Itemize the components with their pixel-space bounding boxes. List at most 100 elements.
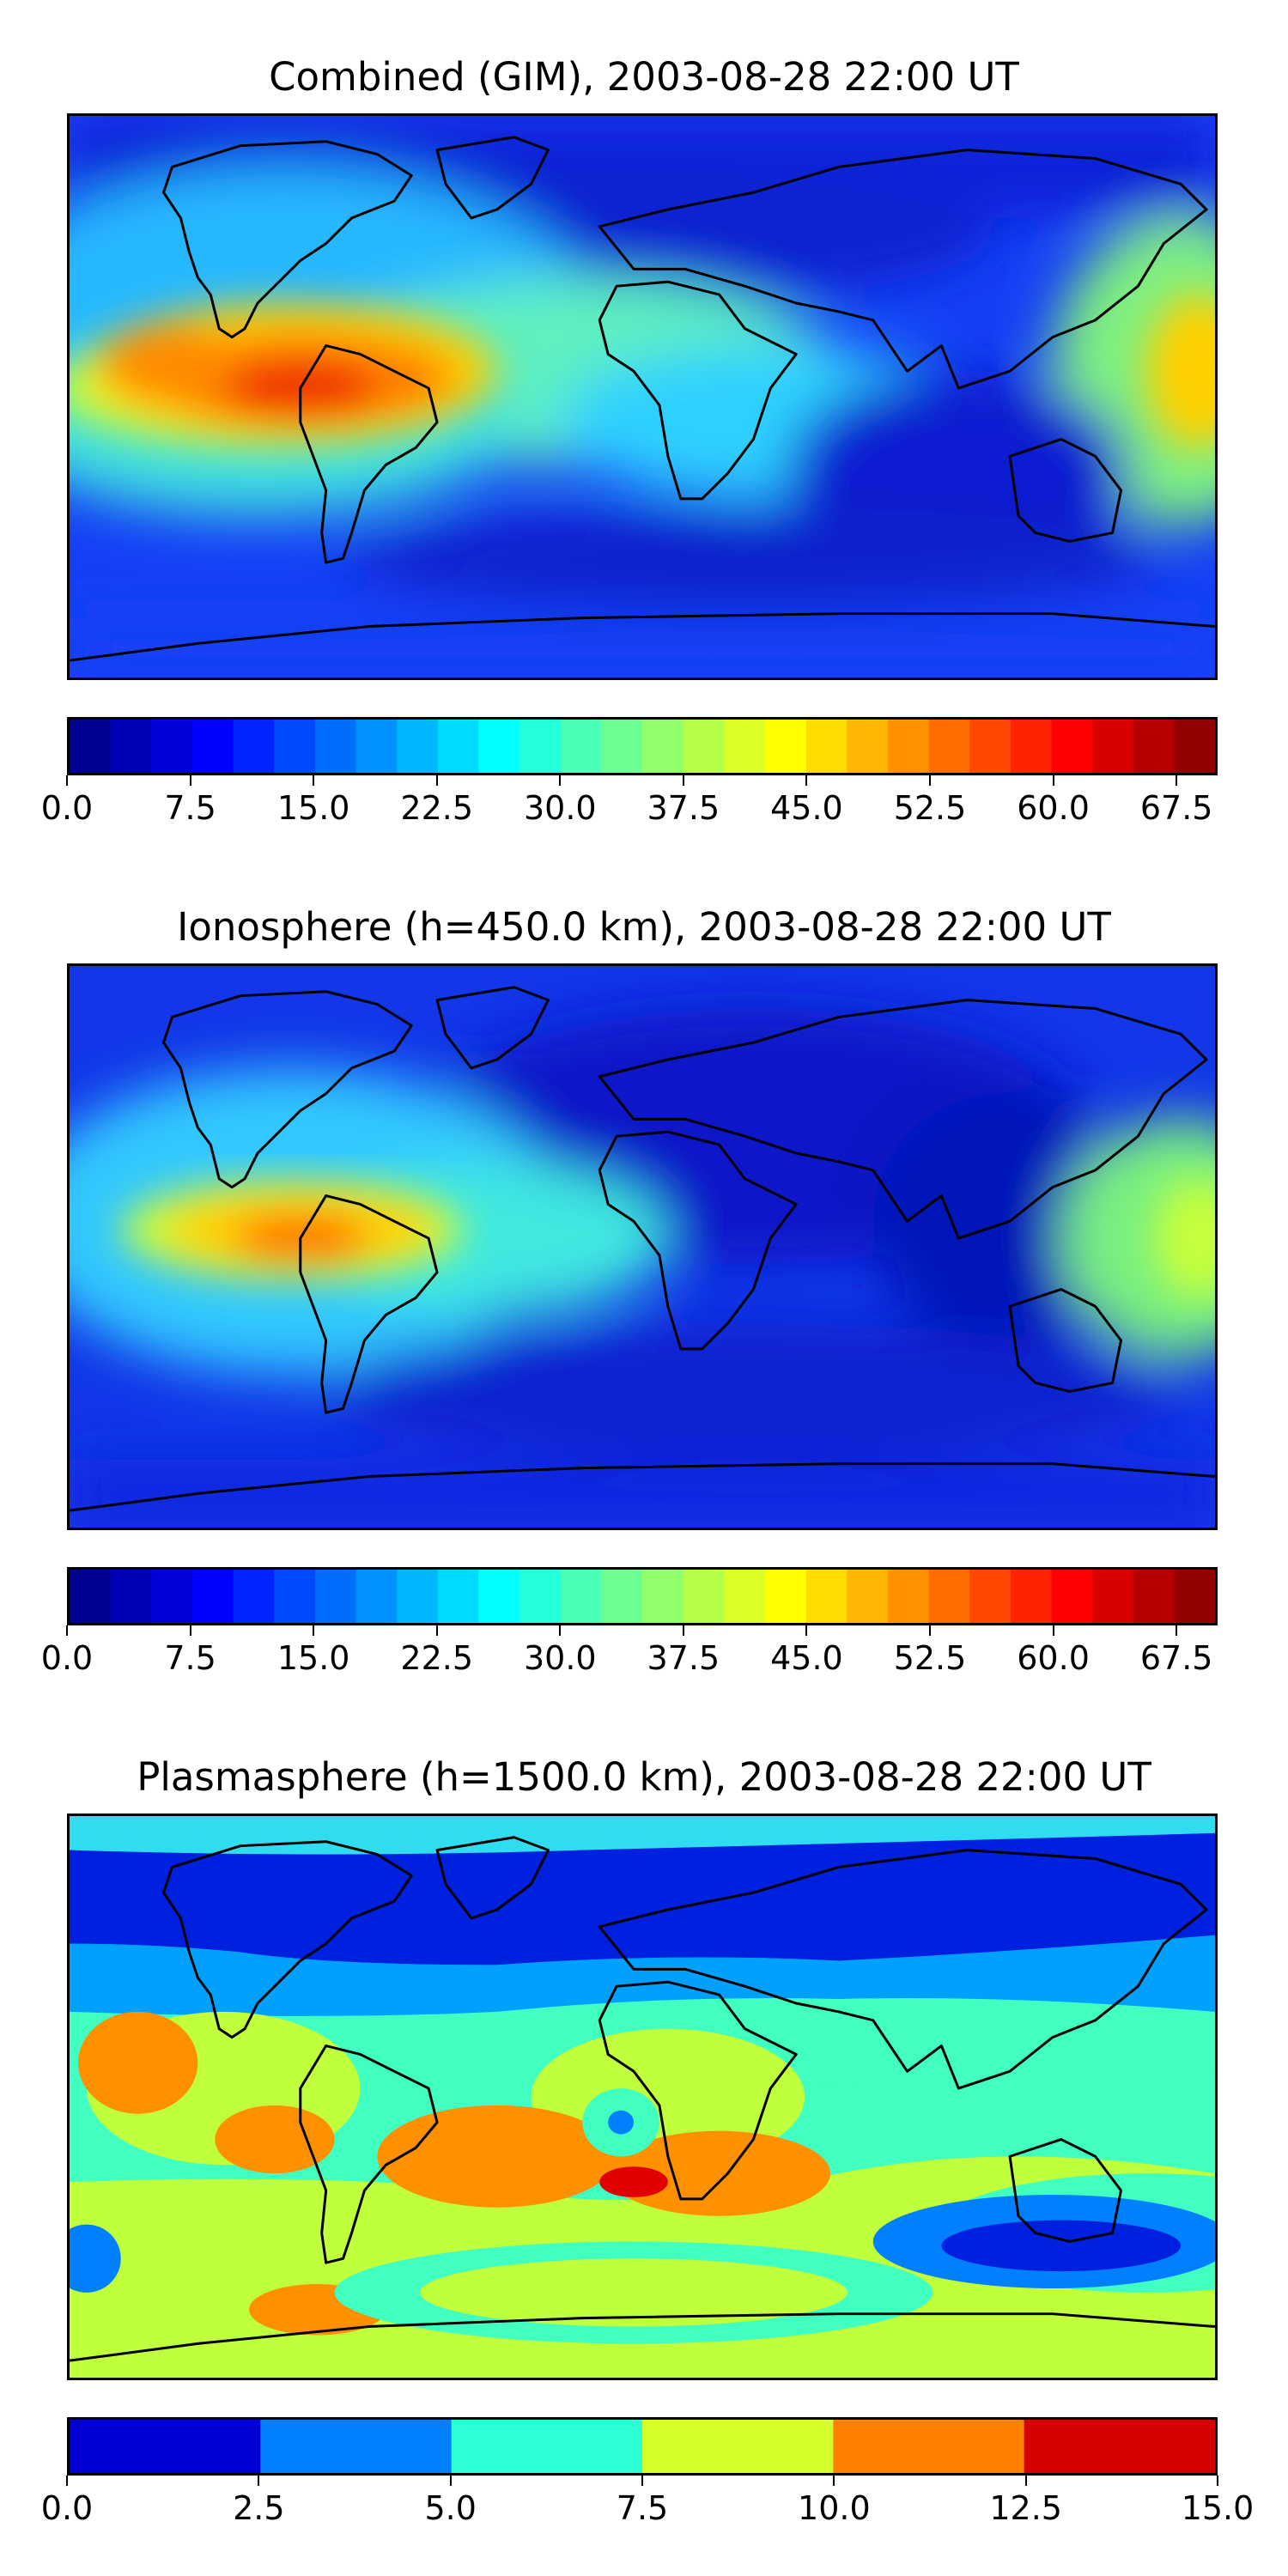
colorbar-swatch bbox=[847, 1570, 889, 1623]
field-blob bbox=[1060, 1119, 1215, 1358]
colorbar-tick-label: 30.0 bbox=[523, 1639, 597, 1677]
colorbar-swatch bbox=[355, 720, 398, 773]
coastlines bbox=[70, 136, 1215, 662]
contour-blob bbox=[599, 2166, 668, 2197]
colorbar-ticks: 0.0 2.5 5.0 7.5 10.0 12.5 15.0 bbox=[41, 2476, 1254, 2527]
panel-plasmasphere: Plasmasphere (h=1500.0 km), 2003-08-28 2… bbox=[0, 1700, 1288, 2567]
colorbar-tick-label: 22.5 bbox=[400, 1639, 474, 1677]
colorbar bbox=[67, 717, 1218, 775]
colorbar-tick bbox=[258, 2476, 260, 2486]
panel-combined: Combined (GIM), 2003-08-28 22:00 UT bbox=[0, 0, 1288, 859]
colorbar-swatch bbox=[683, 1570, 726, 1623]
colorbar-swatch bbox=[833, 2420, 1025, 2473]
colorbar-swatch bbox=[560, 1570, 603, 1623]
field-band bbox=[70, 617, 1215, 677]
colorbar-swatch bbox=[191, 1570, 234, 1623]
colorbar-swatch bbox=[642, 2420, 835, 2473]
colorbar-tick bbox=[805, 775, 808, 786]
colorbar-swatch bbox=[847, 720, 889, 773]
colorbar-tick-label: 2.5 bbox=[233, 2489, 285, 2527]
colorbar-tick-label: 15.0 bbox=[276, 1639, 350, 1677]
coastline-south-america bbox=[299, 344, 439, 564]
colorbar-swatch bbox=[355, 1570, 398, 1623]
colorbar-swatch bbox=[110, 720, 153, 773]
colorbar-swatch bbox=[969, 1570, 1012, 1623]
colorbar-swatch bbox=[70, 2420, 262, 2473]
field-blob bbox=[325, 1323, 1182, 1460]
colorbar-tick bbox=[1052, 775, 1054, 786]
colorbar-swatch bbox=[601, 1570, 643, 1623]
contour-blob bbox=[608, 2130, 831, 2216]
field-blob bbox=[103, 324, 241, 401]
coastline-australia bbox=[1008, 2138, 1122, 2243]
colorbar-tick-label: 12.5 bbox=[989, 2489, 1062, 2527]
field-blob bbox=[1155, 1178, 1215, 1298]
colorbar-swatch bbox=[805, 720, 848, 773]
colorbar-tick-label: 60.0 bbox=[1017, 789, 1090, 827]
colorbar-swatches bbox=[70, 2420, 1215, 2473]
colorbar-swatch bbox=[314, 720, 357, 773]
colorbar-swatch bbox=[478, 720, 520, 773]
colorbar-tick-label: 10.0 bbox=[798, 2489, 871, 2527]
contour-blob bbox=[215, 2105, 335, 2174]
colorbar-tick bbox=[435, 775, 438, 786]
colorbar-swatch bbox=[764, 720, 807, 773]
coastline-antarctica bbox=[70, 1462, 1215, 1512]
colorbar-tick bbox=[559, 1625, 562, 1636]
colorbar-tick bbox=[313, 775, 315, 786]
colorbar-swatch bbox=[1174, 1570, 1215, 1623]
colorbar-tick bbox=[1176, 775, 1178, 786]
panel-title: Plasmasphere (h=1500.0 km), 2003-08-28 2… bbox=[137, 1754, 1151, 1800]
field-blob bbox=[343, 507, 1164, 610]
colorbar-swatch bbox=[260, 2420, 453, 2473]
colorbar-swatch bbox=[1174, 720, 1215, 773]
colorbar-swatch bbox=[969, 720, 1012, 773]
coastline-north-america bbox=[162, 140, 413, 339]
contour-band bbox=[70, 1816, 1215, 1855]
colorbar-swatch bbox=[1133, 1570, 1176, 1623]
colorbar-tick-label: 0.0 bbox=[40, 2489, 94, 2527]
coastline-south-america bbox=[299, 1194, 439, 1414]
colorbar-swatch bbox=[601, 720, 643, 773]
coastline-eurasia bbox=[598, 149, 1208, 390]
colorbar-swatch bbox=[1010, 720, 1053, 773]
colorbar-swatch bbox=[683, 720, 726, 773]
colorbar-swatch bbox=[151, 720, 193, 773]
colorbar-swatch bbox=[724, 720, 766, 773]
colorbar-swatch bbox=[274, 720, 316, 773]
colorbar-tick bbox=[929, 1625, 931, 1636]
colorbar-tick-label: 7.5 bbox=[616, 2489, 669, 2527]
colorbar-tick bbox=[682, 775, 684, 786]
colorbar-tick-label: 5.0 bbox=[424, 2489, 477, 2527]
colorbar bbox=[67, 2417, 1218, 2476]
colorbar-tick bbox=[313, 1625, 315, 1636]
colorbar-swatch bbox=[519, 1570, 562, 1623]
coastline-greenland bbox=[435, 136, 550, 220]
coastlines bbox=[70, 1836, 1215, 2362]
colorbar-swatch bbox=[1092, 1570, 1134, 1623]
contour-blob bbox=[77, 2011, 198, 2114]
colorbar-tick-label: 0.0 bbox=[40, 1639, 94, 1677]
colorbar-swatch bbox=[887, 720, 930, 773]
colorbar-swatch bbox=[437, 1570, 480, 1623]
coastline-north-america bbox=[162, 990, 413, 1189]
colorbar-tick bbox=[1052, 1625, 1054, 1636]
contour-blob bbox=[1108, 2050, 1151, 2093]
colorbar-swatch bbox=[191, 720, 234, 773]
colorbar-tick-label: 7.5 bbox=[164, 789, 216, 827]
colorbar-tick-label: 30.0 bbox=[523, 789, 597, 827]
colorbar-tick-label: 45.0 bbox=[770, 1639, 843, 1677]
panel-title: Combined (GIM), 2003-08-28 22:00 UT bbox=[269, 54, 1019, 100]
colorbar-swatch bbox=[70, 1570, 112, 1623]
colorbar-swatch bbox=[451, 2420, 643, 2473]
colorbar-tick bbox=[1176, 1625, 1178, 1636]
tec-map bbox=[67, 963, 1218, 1530]
colorbar-tick bbox=[449, 2476, 452, 2486]
coastline-africa bbox=[598, 280, 798, 501]
panel-ionosphere: Ionosphere (h=450.0 km), 2003-08-28 22:0… bbox=[0, 850, 1288, 1709]
colorbar-swatch bbox=[1092, 720, 1134, 773]
panel-title: Ionosphere (h=450.0 km), 2003-08-28 22:0… bbox=[177, 904, 1111, 950]
colorbar-tick-label: 22.5 bbox=[400, 789, 474, 827]
colorbar-swatch bbox=[397, 1570, 439, 1623]
contour-blob bbox=[70, 2224, 121, 2293]
